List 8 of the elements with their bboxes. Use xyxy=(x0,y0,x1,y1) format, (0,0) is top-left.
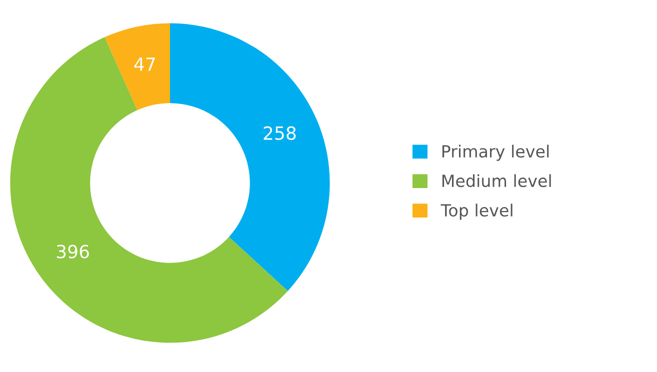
donut-slice xyxy=(170,23,330,291)
donut-slice xyxy=(104,23,170,110)
legend-label: Primary level xyxy=(442,144,549,161)
data-label: 258 xyxy=(264,126,296,140)
data-label: 47 xyxy=(134,58,155,71)
data-label: 396 xyxy=(56,244,89,258)
legend-label: Medium level xyxy=(442,174,551,188)
legend-label: Top level xyxy=(440,204,512,220)
